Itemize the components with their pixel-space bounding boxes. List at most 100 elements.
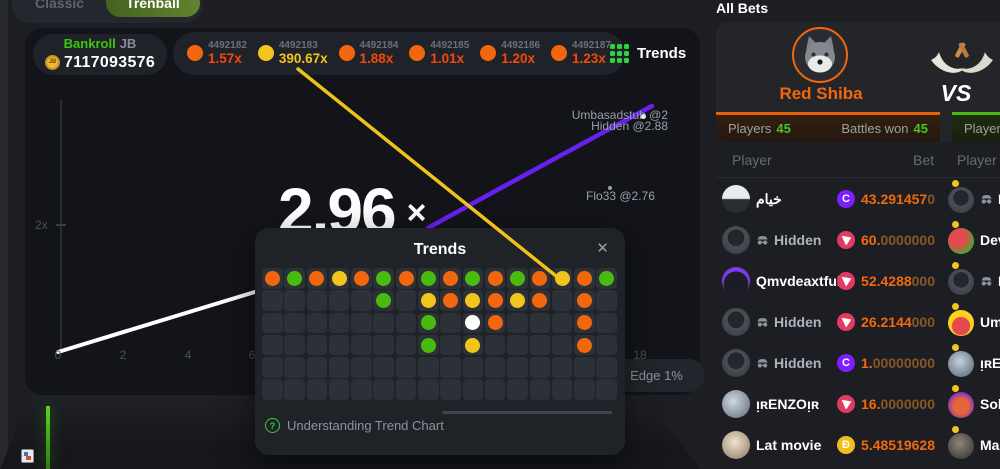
- red-shiba-stats-bar[interactable]: Players 45 Battles won 45: [716, 112, 940, 142]
- trend-cell[interactable]: [373, 379, 394, 400]
- player-avatar[interactable]: [722, 267, 750, 295]
- trend-cell[interactable]: [306, 379, 328, 400]
- trend-cell[interactable]: [418, 312, 439, 334]
- trend-cell[interactable]: [351, 357, 372, 378]
- trend-cell[interactable]: [484, 290, 506, 311]
- trend-cell[interactable]: [351, 334, 372, 356]
- bet-table-row[interactable]: ᴉʀENZOᴉʀ 16.0000000 Soh: [716, 384, 1000, 425]
- bet-table-row[interactable]: Hidden C 1.00000000 ᴉʀEN: [716, 343, 1000, 384]
- bet-table-row[interactable]: Qmvdeaxtful 52.4288000 H: [716, 261, 1000, 302]
- trend-cell[interactable]: [262, 379, 283, 400]
- trend-cell[interactable]: [328, 290, 350, 311]
- trend-cell[interactable]: [596, 379, 617, 400]
- trend-cell[interactable]: [395, 312, 417, 334]
- trend-cell[interactable]: [440, 334, 461, 356]
- bankroll-badge[interactable]: Bankroll JB JB 7117093576: [33, 34, 167, 75]
- trend-cell[interactable]: [395, 290, 417, 311]
- trend-cell[interactable]: [551, 357, 573, 378]
- trend-cell[interactable]: [284, 312, 305, 334]
- tab-trenball[interactable]: Trenball: [106, 0, 200, 17]
- trend-cell[interactable]: [328, 379, 350, 400]
- player-name[interactable]: Dev: [980, 232, 1000, 248]
- trend-cell[interactable]: [551, 312, 573, 334]
- player-avatar[interactable]: [948, 187, 974, 213]
- close-icon[interactable]: ✕: [596, 240, 609, 257]
- trend-cell[interactable]: [373, 357, 394, 378]
- trend-cell[interactable]: [306, 290, 328, 311]
- trend-cell[interactable]: [484, 379, 506, 400]
- trend-grid-scrollbar[interactable]: [442, 411, 612, 414]
- trend-cell[interactable]: [306, 312, 328, 334]
- trend-cell[interactable]: [328, 357, 350, 378]
- trend-cell[interactable]: [574, 379, 595, 400]
- player-avatar[interactable]: [948, 351, 974, 377]
- trend-cell[interactable]: [529, 379, 551, 400]
- trend-cell[interactable]: [262, 290, 283, 311]
- player-name[interactable]: Lat movie: [756, 437, 822, 453]
- trend-cell[interactable]: [574, 312, 595, 334]
- trend-cell[interactable]: [440, 312, 461, 334]
- bet-table-row[interactable]: Hidden 26.2144000 Um: [716, 302, 1000, 343]
- player-avatar[interactable]: [722, 185, 750, 213]
- trend-cell[interactable]: [440, 290, 461, 311]
- trend-cell[interactable]: [284, 290, 305, 311]
- trend-cell[interactable]: [262, 312, 283, 334]
- trend-cell[interactable]: [574, 268, 595, 289]
- player-avatar[interactable]: [948, 269, 974, 295]
- trend-cell[interactable]: [529, 357, 551, 378]
- red-shiba-team-icon[interactable]: [792, 27, 848, 83]
- player-name[interactable]: خيام: [756, 191, 782, 207]
- trend-cell[interactable]: [484, 334, 506, 356]
- trend-cell[interactable]: [351, 268, 372, 289]
- trend-cell[interactable]: [351, 312, 372, 334]
- trend-cell[interactable]: [529, 290, 551, 311]
- trend-cell[interactable]: [462, 312, 484, 334]
- trend-cell[interactable]: [596, 268, 617, 289]
- trend-cell[interactable]: [262, 268, 283, 289]
- trend-cell[interactable]: [418, 268, 439, 289]
- trend-cell[interactable]: [529, 268, 551, 289]
- history-round-item[interactable]: 4492186 1.20x: [480, 40, 540, 67]
- trend-cell[interactable]: [395, 268, 417, 289]
- trend-cell[interactable]: [440, 357, 461, 378]
- trend-cell[interactable]: [373, 268, 394, 289]
- bet-table-row[interactable]: Hidden 60.0000000 Dev: [716, 220, 1000, 261]
- trend-cell[interactable]: [507, 290, 528, 311]
- player-name[interactable]: H: [980, 191, 1000, 207]
- team-name-red-shiba[interactable]: Red Shiba: [779, 84, 863, 103]
- trend-cell[interactable]: [351, 379, 372, 400]
- player-avatar[interactable]: [722, 308, 750, 336]
- player-avatar[interactable]: [948, 228, 974, 254]
- tab-classic[interactable]: Classic: [35, 0, 85, 11]
- history-round-item[interactable]: 4492185 1.01x: [409, 40, 469, 67]
- player-name[interactable]: Hidden: [756, 314, 821, 330]
- trend-cell[interactable]: [529, 334, 551, 356]
- trend-cell[interactable]: [507, 357, 528, 378]
- trend-cell[interactable]: [596, 357, 617, 378]
- trend-cell[interactable]: [484, 312, 506, 334]
- trend-cell[interactable]: [484, 357, 506, 378]
- trend-cell[interactable]: [351, 290, 372, 311]
- trend-cell[interactable]: [440, 379, 461, 400]
- trend-cell[interactable]: [328, 312, 350, 334]
- trend-cell[interactable]: [507, 334, 528, 356]
- trend-cell[interactable]: [306, 357, 328, 378]
- trend-cell[interactable]: [418, 334, 439, 356]
- bet-table-row[interactable]: Lat movie Đ 5.48519628 Mad: [716, 425, 1000, 466]
- trend-cell[interactable]: [395, 357, 417, 378]
- trend-cell[interactable]: [574, 290, 595, 311]
- player-name[interactable]: Soh: [980, 396, 1000, 412]
- player-avatar[interactable]: [722, 431, 750, 459]
- trend-cell[interactable]: [373, 290, 394, 311]
- trend-cell[interactable]: [284, 268, 305, 289]
- history-round-item[interactable]: 4492183 390.67x: [257, 40, 328, 67]
- trend-cell[interactable]: [328, 334, 350, 356]
- player-avatar[interactable]: [722, 390, 750, 418]
- trend-cell[interactable]: [462, 334, 484, 356]
- trend-cell[interactable]: [262, 357, 283, 378]
- player-name[interactable]: Hidden: [756, 232, 821, 248]
- trend-cell[interactable]: [306, 334, 328, 356]
- player-avatar[interactable]: [948, 310, 974, 336]
- trend-cell[interactable]: [284, 334, 305, 356]
- trend-cell[interactable]: [507, 379, 528, 400]
